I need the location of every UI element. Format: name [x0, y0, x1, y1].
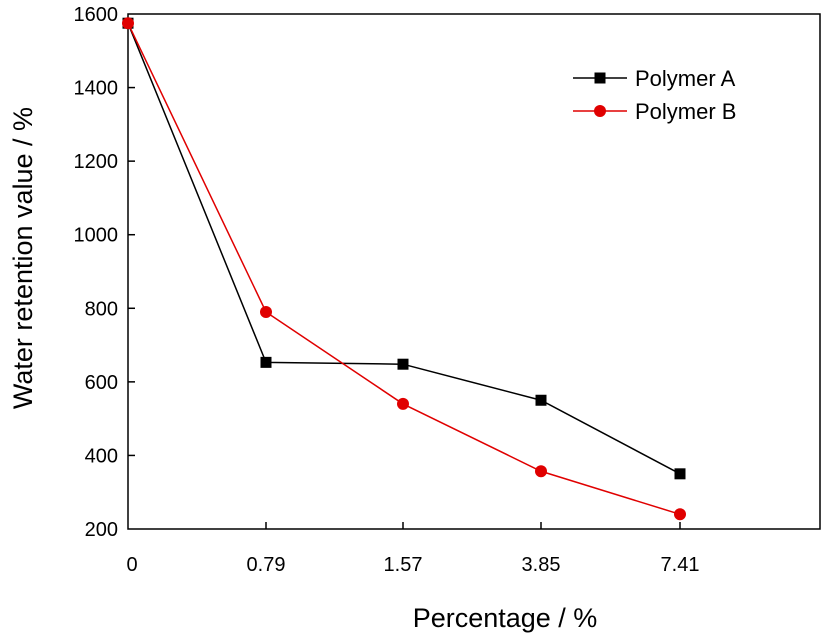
- legend-item: Polymer A: [573, 66, 736, 91]
- y-tick-label: 600: [85, 372, 118, 394]
- legend-marker: [594, 105, 606, 117]
- x-axis-title: Percentage / %: [413, 603, 598, 633]
- plot-border: [127, 13, 821, 530]
- data-point: [260, 356, 272, 368]
- series-b: [122, 17, 686, 521]
- data-point: [260, 305, 272, 318]
- x-tick-label: 7.41: [661, 554, 700, 576]
- plot-frame: [127, 13, 821, 530]
- y-axis-title: Water retention value / %: [8, 107, 38, 409]
- data-point: [397, 358, 409, 370]
- x-tick-label: 3.85: [522, 554, 561, 576]
- legend-label: Polymer A: [635, 66, 736, 91]
- series-line: [127, 22, 681, 516]
- y-tick-label: 200: [85, 519, 118, 541]
- x-axis-ticks: 0 0.79 1.57 3.85 7.41: [126, 522, 699, 576]
- data-point: [397, 397, 409, 410]
- x-tick-label: 0.79: [247, 554, 286, 576]
- data-point: [535, 394, 547, 406]
- y-tick-label: 1400: [74, 78, 119, 100]
- y-tick-label: 1600: [74, 4, 119, 26]
- data-point: [122, 17, 134, 30]
- legend-marker: [594, 72, 606, 84]
- legend: Polymer A Polymer B: [573, 66, 736, 124]
- y-tick-label: 1200: [74, 151, 119, 173]
- y-axis-ticks: 200 400 600 800 1000 1200 1400 1600: [74, 4, 135, 541]
- data-point: [674, 468, 686, 480]
- y-tick-label: 800: [85, 298, 118, 320]
- series-a: [122, 17, 686, 480]
- legend-label: Polymer B: [635, 99, 736, 124]
- legend-item: Polymer B: [573, 99, 736, 124]
- series-layer: [122, 17, 686, 521]
- data-point: [674, 508, 686, 521]
- y-tick-label: 400: [85, 445, 118, 467]
- y-tick-label: 1000: [74, 225, 119, 247]
- data-point: [535, 465, 547, 478]
- x-tick-label: 0: [126, 554, 137, 576]
- x-tick-label: 1.57: [384, 554, 423, 576]
